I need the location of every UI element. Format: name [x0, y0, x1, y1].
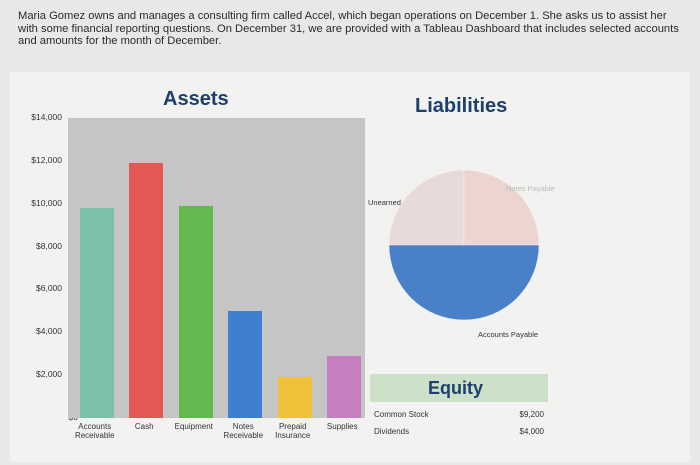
assets-bar-chart [68, 118, 365, 418]
liabilities-pie-svg [388, 169, 540, 321]
y-tick-label: $8,000 [36, 240, 62, 251]
bar-accounts-receivable [79, 208, 114, 418]
equity-header-box [370, 374, 548, 402]
bar-notes-receivable [228, 310, 263, 418]
pie-slice-unearned [388, 169, 465, 246]
x-tick-label: Prepaid Insurance [275, 422, 311, 440]
x-tick-label: Equipment [174, 422, 213, 431]
bar-prepaid-insurance [277, 377, 312, 418]
x-tick-label: Accounts Receivable [74, 422, 115, 440]
pie-slice-accounts-payable [388, 244, 540, 321]
y-tick-label: $14,000 [31, 112, 62, 122]
assets-title: Assets [163, 88, 229, 110]
bar-cash [129, 163, 164, 418]
pie-slice-notes-payable [463, 169, 540, 246]
intro-paragraph: Maria Gomez owns and manages a consultin… [18, 10, 679, 47]
equity-row-dividends: Dividends $4,000 [370, 423, 548, 439]
x-tick-label: Notes Receivable [223, 422, 264, 440]
x-tick-label: Supplies [326, 422, 358, 431]
equity-title: Equity [428, 378, 484, 398]
y-tick-label: $12,000 [31, 154, 62, 165]
equity-row-name: Common Stock [374, 410, 429, 419]
pie-label-accounts-payable: Accounts Payable [478, 330, 539, 339]
y-tick-label: $2,000 [36, 369, 62, 380]
liabilities-title: Liabilities [415, 95, 508, 117]
y-tick-label: $6,000 [36, 283, 62, 294]
y-tick-label: $4,000 [36, 326, 62, 337]
bar-supplies [327, 355, 362, 418]
pie-label-unearned: Unearned [368, 198, 401, 207]
equity-row-name: Dividends [374, 427, 410, 436]
liabilities-pie-chart: Unearned Notes Payable Accounts Payable [366, 160, 566, 350]
equity-row-common-stock: Common Stock $9,200 [370, 406, 548, 422]
x-tick-label: Cash [134, 422, 154, 431]
equity-row-value: $9,200 [519, 410, 544, 419]
bar-equipment [178, 205, 213, 418]
equity-row-value: $4,000 [519, 427, 544, 436]
pie-label-notes-payable: Notes Payable [506, 184, 555, 193]
y-tick-label: $10,000 [31, 197, 62, 208]
